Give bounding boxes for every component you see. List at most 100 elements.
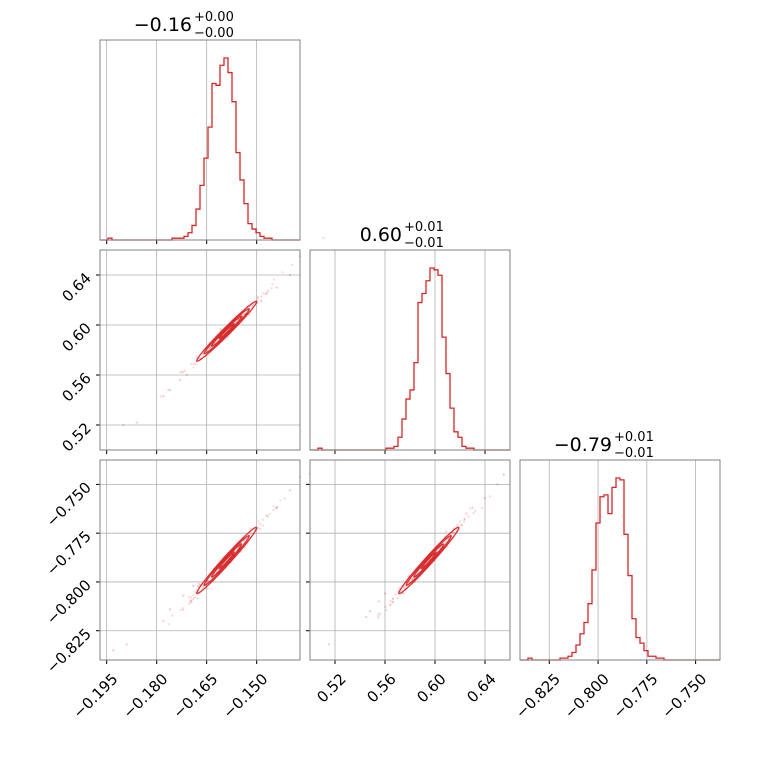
sample-point <box>217 569 220 572</box>
x-tick-label: 0.56 <box>363 670 399 706</box>
sample-point <box>409 581 412 584</box>
sample-point <box>187 602 191 605</box>
sample-point <box>441 546 444 549</box>
sample-point <box>207 348 210 351</box>
sample-point <box>223 563 226 566</box>
sample-point <box>179 609 182 612</box>
sample-point <box>444 541 447 544</box>
sample-point <box>209 347 212 350</box>
sample-point <box>430 553 433 557</box>
histogram-panel-2 <box>520 460 720 664</box>
sample-point <box>424 561 427 564</box>
sample-point <box>215 335 218 338</box>
sample-point <box>384 605 387 608</box>
sample-point <box>247 309 250 312</box>
sample-point <box>250 305 253 308</box>
sample-point <box>211 572 215 575</box>
sample-point <box>416 573 419 576</box>
sample-point <box>193 591 196 594</box>
sample-point <box>425 566 428 569</box>
sample-point <box>246 542 249 545</box>
sample-point <box>232 553 235 556</box>
sample-point <box>206 349 209 352</box>
sample-point <box>435 553 438 556</box>
sample-point <box>192 363 196 366</box>
sample-point <box>217 565 220 569</box>
sample-point <box>432 549 435 553</box>
sample-point <box>439 547 442 550</box>
contour-level-0 <box>218 323 235 340</box>
sample-point <box>232 550 235 553</box>
sample-point <box>463 517 466 521</box>
sample-point <box>246 312 249 315</box>
sample-point <box>237 317 240 321</box>
sample-point <box>396 597 399 600</box>
sample-point <box>469 507 472 510</box>
sample-point <box>227 556 230 559</box>
sample-point <box>211 342 214 346</box>
sample-point <box>223 336 226 339</box>
sample-point <box>214 573 217 576</box>
outlier-point <box>496 483 499 486</box>
sample-point <box>217 570 220 573</box>
sample-point <box>222 556 225 560</box>
sample-point <box>447 539 450 543</box>
histogram-frame-2 <box>519 459 721 661</box>
scatter-panel-2-1 <box>306 460 510 664</box>
sample-point <box>252 301 256 304</box>
outlier-point <box>125 643 128 646</box>
sample-point <box>209 343 212 346</box>
sample-point <box>458 525 461 528</box>
sample-point <box>449 533 452 537</box>
sample-point <box>262 292 265 295</box>
title-lower: −0.01 <box>404 236 444 251</box>
sample-point <box>238 547 242 550</box>
sample-point <box>239 545 242 548</box>
y-tick-label: −0.750 <box>43 478 95 530</box>
sample-point <box>225 560 229 564</box>
sample-point <box>245 305 249 308</box>
sample-point <box>223 557 226 561</box>
sample-point <box>206 580 209 584</box>
sample-point <box>406 575 410 578</box>
sample-point <box>411 578 414 581</box>
histogram-title-0: −0.16 +0.00−0.00 <box>134 10 234 41</box>
sample-point <box>416 572 420 575</box>
sample-point <box>228 557 231 561</box>
sample-point <box>455 523 459 527</box>
sample-point <box>447 538 451 541</box>
outlier-point <box>112 649 115 652</box>
sample-point <box>159 395 162 398</box>
sample-point <box>189 599 192 602</box>
sample-point <box>438 548 442 551</box>
sample-point <box>273 278 276 281</box>
outlier-point <box>182 594 185 597</box>
sample-point <box>202 349 205 352</box>
sample-point <box>255 301 259 305</box>
sample-point <box>238 314 241 317</box>
sample-point <box>233 551 236 554</box>
sample-point <box>208 580 212 583</box>
sample-point <box>225 332 228 336</box>
sample-point <box>202 355 205 358</box>
sample-point <box>271 283 274 286</box>
sample-point <box>389 603 392 606</box>
outlier-point <box>275 506 278 509</box>
sample-point <box>225 556 228 559</box>
sample-point <box>223 330 226 334</box>
sample-point <box>243 313 246 316</box>
sample-point <box>406 581 410 584</box>
sample-point <box>431 557 434 561</box>
sample-point <box>377 616 380 619</box>
sample-point <box>448 532 452 535</box>
sample-point <box>408 576 412 579</box>
sample-point <box>266 290 269 294</box>
sample-point <box>441 546 445 549</box>
sample-point <box>219 336 222 339</box>
title-median: −0.16 <box>134 14 192 36</box>
sample-point <box>224 555 227 558</box>
outlier-point <box>288 273 292 277</box>
sample-point <box>245 313 248 316</box>
sample-point <box>219 329 222 332</box>
sample-point <box>435 550 438 553</box>
